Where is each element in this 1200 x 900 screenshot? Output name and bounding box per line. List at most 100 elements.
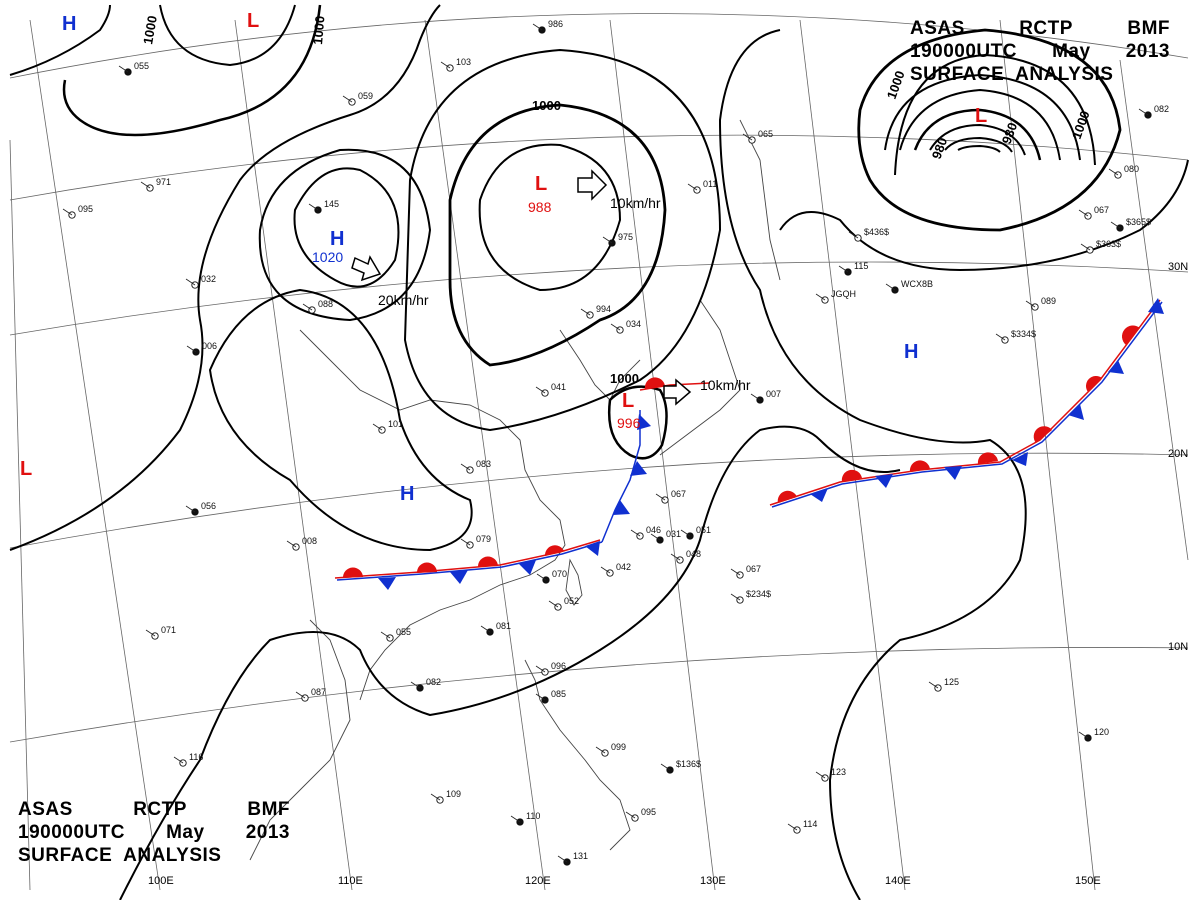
station-pressure-label: 971 xyxy=(156,177,171,187)
warm-front-from-low xyxy=(639,382,711,391)
wind-barb xyxy=(302,303,313,311)
coastline-china xyxy=(299,329,566,701)
isobar-east-big xyxy=(718,29,1027,900)
isobar-east-low-inner xyxy=(608,385,668,460)
meridian-140e xyxy=(799,19,906,891)
cold-triangle xyxy=(613,500,630,515)
high-pressure-center: H xyxy=(330,228,344,250)
wind-barb xyxy=(186,345,197,353)
movement-speed-label: 10km/hr xyxy=(610,195,661,211)
longitude-label: 100E xyxy=(148,875,174,887)
station-pressure-label: 080 xyxy=(1124,164,1139,174)
station-pressure-label: 042 xyxy=(616,562,631,572)
wind-barb xyxy=(1078,731,1089,739)
wind-barb xyxy=(1108,168,1119,176)
station-pressure-label: $234$ xyxy=(746,589,771,599)
warm-bump xyxy=(841,469,862,482)
wind-barb xyxy=(610,323,621,331)
movement-speed-label: 20km/hr xyxy=(378,292,429,308)
wind-barb xyxy=(410,681,421,689)
isobar-high-ring xyxy=(258,148,432,322)
title-office: ASAS xyxy=(18,799,73,820)
isobar-ne-low-980 xyxy=(913,108,1042,161)
wind-barb xyxy=(595,746,606,754)
warm-bump xyxy=(644,377,665,389)
station-pressure-label: 083 xyxy=(476,459,491,469)
title-code: BMF xyxy=(247,799,290,820)
station-pressure-label: 081 xyxy=(496,621,511,631)
pressure-systems: H L H 1020 L 988 L L 996 H H L xyxy=(20,10,987,505)
station-pressure-label: 067 xyxy=(746,564,761,574)
coastline-philippines xyxy=(524,659,631,851)
high-pressure-center: H xyxy=(62,13,76,35)
coastline-indochina xyxy=(249,619,351,861)
station-pressure-label: 031 xyxy=(666,529,681,539)
wind-barb xyxy=(687,183,698,191)
cold-triangle xyxy=(1148,298,1164,314)
station-pressure-label: 123 xyxy=(831,767,846,777)
station-pressure-label: 052 xyxy=(564,596,579,606)
station-pressure-label: 101 xyxy=(388,419,403,429)
wind-barb xyxy=(185,278,196,286)
station-pressure-label: 065 xyxy=(758,129,773,139)
warm-bump xyxy=(544,545,564,556)
cold-triangle xyxy=(450,570,468,584)
station-pressure-label: 986 xyxy=(548,19,563,29)
isobar-ne-low-990 xyxy=(884,73,1081,161)
wind-barb xyxy=(848,231,859,239)
wind-barb xyxy=(1110,221,1121,229)
longitude-label: 130E xyxy=(700,875,726,887)
station-pressure-label: 087 xyxy=(311,687,326,697)
station-pressure-label: 056 xyxy=(201,501,216,511)
isobar-south-ring xyxy=(208,288,473,552)
latitude-line-30n xyxy=(9,261,1189,336)
isobar-nw-high xyxy=(9,4,111,76)
wind-barb xyxy=(787,823,798,831)
fronts xyxy=(334,298,1164,590)
cold-triangle xyxy=(875,474,893,488)
isobar-label: 1000 xyxy=(610,371,639,386)
isobar-ne-low-976 xyxy=(944,136,1013,153)
wind-barb xyxy=(580,308,591,316)
movement-arrow-high-1020 xyxy=(351,255,382,282)
stationary-front-west-blue xyxy=(336,541,603,581)
coastline-sakhalin xyxy=(739,119,781,281)
isobar-center-low-outer xyxy=(403,48,722,432)
wind-barb xyxy=(430,793,441,801)
meridian-100e xyxy=(29,19,161,891)
wind-barb xyxy=(535,665,546,673)
station-pressure-label: 034 xyxy=(626,319,641,329)
isobar-ne-low-984 xyxy=(929,123,1026,156)
cold-triangle xyxy=(944,466,962,480)
cold-triangle xyxy=(637,414,651,430)
isobar-labels: 1000 1000 1000 1000 1000 1000 980 980 xyxy=(140,14,1093,386)
station-pressure-label: 067 xyxy=(1094,205,1109,215)
station-pressure-label: 994 xyxy=(596,304,611,314)
latitude-label: 20N xyxy=(1168,448,1188,460)
station-pressure-label: 071 xyxy=(161,625,176,635)
isobars xyxy=(9,4,1189,900)
station-pressure-label: 006 xyxy=(202,341,217,351)
map-title-bottom: ASAS RCTP BMF 190000UTC May 2013 SURFACE ANA… xyxy=(18,798,290,867)
wind-barb xyxy=(995,333,1006,341)
title-time: 190000UTC xyxy=(910,41,1017,62)
isobar-label: 980 xyxy=(999,121,1021,147)
station-pressure-label: 055 xyxy=(396,627,411,637)
isobar-label: 1000 xyxy=(310,15,327,45)
station-pressure-label: 125 xyxy=(944,677,959,687)
isobar-sw-big xyxy=(9,4,441,551)
wind-barb xyxy=(742,133,753,141)
wind-barb xyxy=(1025,300,1036,308)
station-pressure-label: 110 xyxy=(526,811,540,821)
cold-triangle xyxy=(378,577,396,590)
cold-triangle xyxy=(630,461,647,476)
wind-barb xyxy=(510,815,521,823)
wind-barb xyxy=(535,386,546,394)
station-pressure-label: 120 xyxy=(1094,727,1109,737)
title-year: 2013 xyxy=(245,822,290,843)
station-pressure-label: $136$ xyxy=(676,759,701,769)
station-pressure-label: 048 xyxy=(686,549,701,559)
high-pressure-value: 1020 xyxy=(312,249,343,265)
cold-triangle xyxy=(810,488,828,502)
wind-barb xyxy=(380,631,391,639)
